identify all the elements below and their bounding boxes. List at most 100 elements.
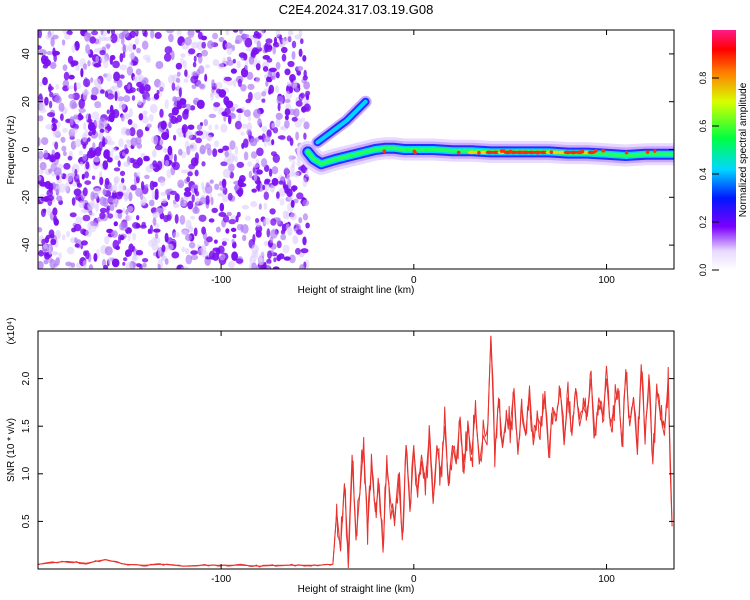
noise-blob — [38, 137, 41, 147]
noise-blob — [287, 35, 292, 42]
ridge-peak — [577, 150, 582, 154]
noise-blob — [292, 235, 299, 245]
noise-blob — [305, 222, 310, 229]
noise-blob — [160, 191, 167, 197]
noise-blob — [196, 130, 204, 136]
noise-blob — [175, 77, 181, 83]
noise-blob — [39, 181, 48, 187]
noise-blob — [43, 149, 49, 159]
noise-blob — [179, 98, 187, 105]
noise-blob — [99, 128, 105, 133]
noise-blob — [91, 95, 98, 101]
noise-blob — [153, 237, 161, 245]
noise-blob — [150, 30, 155, 39]
noise-blob — [183, 191, 192, 197]
noise-blob — [145, 165, 153, 173]
noise-blob — [55, 84, 60, 90]
noise-blob — [188, 241, 196, 249]
noise-blob — [282, 244, 290, 254]
noise-blob — [241, 224, 249, 234]
noise-blob — [277, 103, 281, 112]
noise-blob — [63, 162, 71, 170]
noise-blob — [248, 91, 253, 102]
noise-blob — [38, 150, 44, 160]
noise-blob — [104, 129, 109, 135]
noise-blob — [87, 60, 91, 67]
noise-blob — [197, 31, 203, 40]
noise-blob — [173, 134, 177, 141]
noise-blob — [113, 221, 119, 227]
noise-blob — [271, 122, 276, 129]
noise-blob — [302, 213, 308, 221]
noise-blob — [222, 215, 230, 223]
noise-blob — [235, 258, 244, 264]
noise-blob — [255, 218, 260, 223]
noise-blob — [185, 130, 193, 140]
y-tick-label: 20 — [21, 96, 32, 108]
noise-blob — [47, 112, 55, 118]
y-tick-label: -20 — [21, 190, 32, 205]
noise-blob — [130, 137, 138, 147]
noise-blob — [111, 184, 118, 193]
noise-blob — [291, 185, 298, 191]
noise-blob — [159, 179, 166, 187]
noise-blob — [71, 44, 76, 53]
noise-blob — [132, 232, 137, 241]
noise-blob — [51, 123, 57, 132]
noise-blob — [122, 207, 126, 215]
noise-blob — [281, 53, 287, 62]
noise-blob — [78, 112, 83, 121]
noise-blob — [257, 118, 262, 127]
noise-blob — [106, 109, 111, 115]
noise-blob — [80, 240, 88, 246]
noise-blob — [224, 42, 233, 49]
noise-blob — [83, 122, 87, 130]
noise-blob — [99, 207, 107, 214]
noise-blob — [224, 151, 229, 158]
noise-blob — [219, 253, 226, 261]
noise-blob — [294, 87, 300, 93]
noise-blob — [188, 163, 196, 170]
noise-blob — [78, 108, 86, 113]
noise-blob — [159, 139, 164, 146]
noise-blob — [118, 138, 124, 148]
noise-blob — [276, 191, 280, 199]
noise-blob — [55, 185, 61, 195]
noise-blob — [207, 147, 212, 156]
noise-blob — [41, 137, 49, 146]
noise-blob — [261, 91, 267, 97]
noise-blob — [50, 238, 57, 246]
noise-blob — [198, 83, 207, 91]
noise-blob — [49, 233, 55, 239]
noise-blob — [187, 200, 194, 210]
noise-blob — [82, 132, 88, 143]
snr-series-line — [38, 335, 673, 569]
noise-blob — [214, 124, 219, 130]
noise-blob — [153, 93, 160, 100]
noise-blob — [239, 30, 243, 35]
noise-blob — [222, 168, 231, 178]
noise-blob — [218, 89, 227, 98]
noise-blob — [126, 66, 134, 76]
noise-blob — [123, 257, 128, 262]
noise-blob — [184, 248, 190, 255]
noise-blob — [291, 51, 296, 60]
noise-blob — [251, 262, 257, 269]
noise-blob — [171, 162, 177, 168]
noise-blob — [50, 37, 55, 47]
y-tick-label: 2.0 — [21, 371, 32, 385]
noise-blob — [167, 122, 173, 129]
noise-blob — [213, 102, 221, 108]
ridge-peak — [549, 150, 554, 154]
noise-blob — [225, 100, 234, 109]
noise-blob — [41, 243, 49, 253]
noise-blob — [142, 54, 151, 60]
noise-blob — [305, 95, 310, 101]
noise-blob — [276, 240, 282, 249]
noise-blob — [277, 253, 285, 260]
noise-blob — [193, 55, 197, 63]
noise-blob — [281, 46, 288, 54]
noise-blob — [205, 64, 210, 69]
noise-blob — [187, 124, 195, 130]
noise-blob — [288, 86, 294, 94]
